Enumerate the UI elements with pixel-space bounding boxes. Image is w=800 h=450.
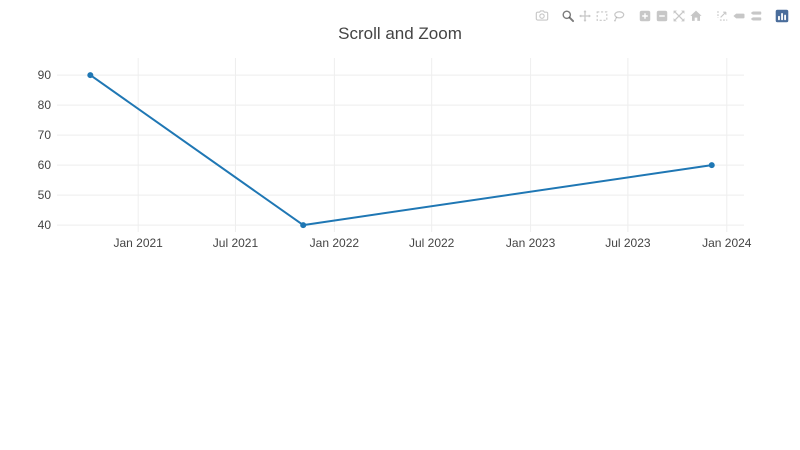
zoom-button[interactable]	[559, 7, 576, 25]
modebar	[524, 7, 790, 25]
x-tick-label: Jul 2023	[605, 236, 651, 250]
lasso-select-button[interactable]	[610, 7, 627, 25]
modebar-group	[636, 7, 704, 25]
hover-compare-icon	[750, 11, 761, 21]
modebar-group	[713, 7, 764, 25]
lasso-select-icon	[613, 11, 624, 22]
x-tick-label: Jan 2021	[113, 236, 163, 250]
home-icon	[689, 10, 702, 21]
plotly-logo-button[interactable]	[773, 7, 790, 25]
plotly-logo-icon	[775, 9, 788, 23]
x-tick-label: Jan 2023	[506, 236, 556, 250]
y-tick-label: 50	[38, 188, 52, 202]
autoscale-icon	[673, 10, 684, 22]
x-tick-label: Jan 2022	[310, 236, 360, 250]
hover-closest-icon	[732, 13, 745, 19]
x-gridlines: Jan 2021 Jul 2021 Jan 2022 Jul 2022 Jan 2023…	[113, 58, 752, 250]
box-select-icon	[596, 11, 607, 21]
data-point-marker[interactable]	[300, 222, 307, 229]
zoom-in-button[interactable]	[636, 7, 653, 25]
download-png-button[interactable]	[533, 7, 550, 25]
modebar-group	[773, 7, 790, 25]
pan-button[interactable]	[576, 7, 593, 25]
modebar-group	[533, 7, 550, 25]
plot-drag-area[interactable]	[57, 58, 744, 232]
zoom-in-icon	[639, 10, 650, 22]
modebar-group	[559, 7, 627, 25]
hover-closest-button[interactable]	[730, 7, 747, 25]
y-tick-label: 80	[38, 98, 52, 112]
data-point-marker[interactable]	[87, 72, 94, 79]
x-tick-label: Jan 2024	[702, 236, 752, 250]
y-gridlines: 40 50 60 70 80 90	[38, 68, 744, 232]
y-tick-label: 70	[38, 128, 52, 142]
chart-svg[interactable]: 40 50 60 70 80 90 Jan 2021 Jul 2021 Jan 2022 Jul …	[0, 0, 800, 270]
y-tick-label: 60	[38, 158, 52, 172]
y-tick-label: 40	[38, 218, 52, 232]
zoom-icon	[561, 10, 574, 23]
x-tick-label: Jul 2022	[409, 236, 455, 250]
y-tick-label: 90	[38, 68, 52, 82]
reset-axes-button[interactable]	[687, 7, 704, 25]
data-point-marker[interactable]	[708, 162, 715, 169]
toggle-spikelines-button[interactable]	[713, 7, 730, 25]
pan-icon	[578, 10, 591, 22]
spikelines-icon	[716, 11, 727, 21]
zoom-out-button[interactable]	[653, 7, 670, 25]
box-select-button[interactable]	[593, 7, 610, 25]
zoom-out-icon	[656, 10, 667, 22]
chart-title: Scroll and Zoom	[338, 24, 462, 43]
hover-compare-button[interactable]	[747, 7, 764, 25]
x-tick-label: Jul 2021	[213, 236, 259, 250]
camera-icon	[535, 10, 548, 21]
autoscale-button[interactable]	[670, 7, 687, 25]
